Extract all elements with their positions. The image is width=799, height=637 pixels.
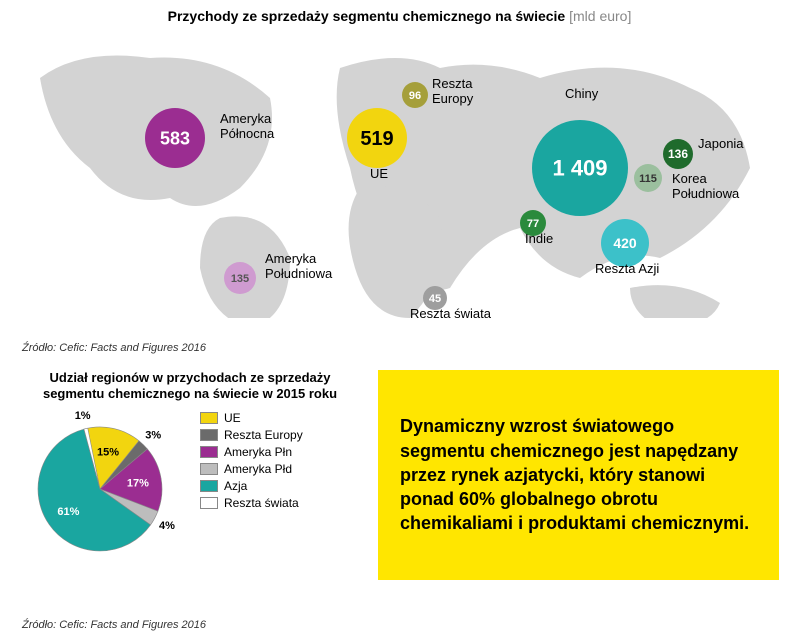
legend-row: Reszta świata — [200, 496, 303, 510]
callout-box: Dynamiczny wzrost światowego segmentu ch… — [378, 370, 779, 580]
bubble-value-north-america: 583 — [160, 128, 190, 148]
pie-source: Źródło: Cefic: Facts and Figures 2016 — [22, 619, 206, 631]
pie-chart: 15% 3% 17% 4% 61% 1% — [20, 411, 190, 561]
bubble-label-rest-world: Reszta świata — [410, 306, 492, 318]
pie-pct-label: 61% — [57, 505, 79, 517]
legend-label: Ameryka Płn — [224, 445, 292, 459]
legend-row: Ameryka Płn — [200, 445, 303, 459]
bubble-label-south-america: Ameryka — [265, 251, 317, 266]
bubble-label-india: Indie — [525, 231, 553, 246]
legend-row: UE — [200, 411, 303, 425]
pie-panel: Udział regionów w przychodach ze sprzeda… — [20, 370, 360, 615]
bubble-value-south-america: 135 — [231, 273, 249, 285]
bubble-label-south-korea: Południowa — [672, 186, 740, 201]
map-title-unit: [mld euro] — [569, 8, 631, 24]
map-title-main: Przychody ze sprzedaży segmentu chemiczn… — [168, 8, 566, 24]
pie-wrap: 15% 3% 17% 4% 61% 1% UE Reszta Europy Ameryka P… — [20, 411, 360, 561]
legend-swatch — [200, 480, 218, 492]
pie-title: Udział regionów w przychodach ze sprzeda… — [20, 370, 360, 403]
bubble-label-south-korea: Korea — [672, 171, 707, 186]
pie-pct-label: 3% — [145, 429, 161, 441]
bubble-label-japan: Japonia — [698, 136, 744, 151]
bubble-label-china: Chiny — [565, 86, 599, 101]
bottom-row: Udział regionów w przychodach ze sprzeda… — [0, 370, 799, 615]
bubble-label-eu: UE — [370, 166, 388, 181]
legend-row: Reszta Europy — [200, 428, 303, 442]
bubble-value-rest-europe: 96 — [409, 90, 421, 102]
pie-pct-label: 4% — [159, 519, 175, 531]
legend-label: UE — [224, 411, 241, 425]
world-map: 583AmerykaPółnocna519UE96ResztaEuropy1 4… — [20, 28, 780, 318]
bubble-label-south-america: Południowa — [265, 266, 333, 281]
legend-swatch — [200, 497, 218, 509]
legend-label: Ameryka Płd — [224, 462, 292, 476]
bubble-value-rest-asia: 420 — [613, 235, 637, 251]
callout-text: Dynamiczny wzrost światowego segmentu ch… — [400, 414, 757, 535]
map-section: Przychody ze sprzedaży segmentu chemiczn… — [0, 0, 799, 340]
bubble-value-south-korea: 115 — [639, 173, 657, 185]
pie-pct-label: 1% — [75, 411, 91, 422]
map-title: Przychody ze sprzedaży segmentu chemiczn… — [0, 8, 799, 24]
bubble-label-north-america: Ameryka — [220, 111, 272, 126]
legend-row: Azja — [200, 479, 303, 493]
bubble-value-china: 1 409 — [552, 156, 607, 181]
legend-label: Azja — [224, 479, 247, 493]
map-source: Źródło: Cefic: Facts and Figures 2016 — [22, 342, 206, 354]
pie-legend: UE Reszta Europy Ameryka Płn Ameryka Płd Azj… — [200, 411, 303, 513]
bubble-label-rest-europe: Europy — [432, 91, 474, 106]
bubble-value-japan: 136 — [668, 147, 688, 161]
bubble-value-eu: 519 — [360, 128, 393, 150]
bubble-label-rest-europe: Reszta — [432, 76, 473, 91]
bubble-value-rest-world: 45 — [429, 293, 441, 305]
bubble-label-north-america: Północna — [220, 126, 275, 141]
legend-label: Reszta Europy — [224, 428, 303, 442]
legend-swatch — [200, 429, 218, 441]
legend-swatch — [200, 463, 218, 475]
bubble-value-india: 77 — [527, 218, 539, 230]
bubble-label-rest-asia: Reszta Azji — [595, 261, 659, 276]
legend-swatch — [200, 412, 218, 424]
legend-label: Reszta świata — [224, 496, 299, 510]
pie-pct-label: 15% — [97, 446, 119, 458]
legend-row: Ameryka Płd — [200, 462, 303, 476]
legend-swatch — [200, 446, 218, 458]
pie-pct-label: 17% — [127, 477, 149, 489]
